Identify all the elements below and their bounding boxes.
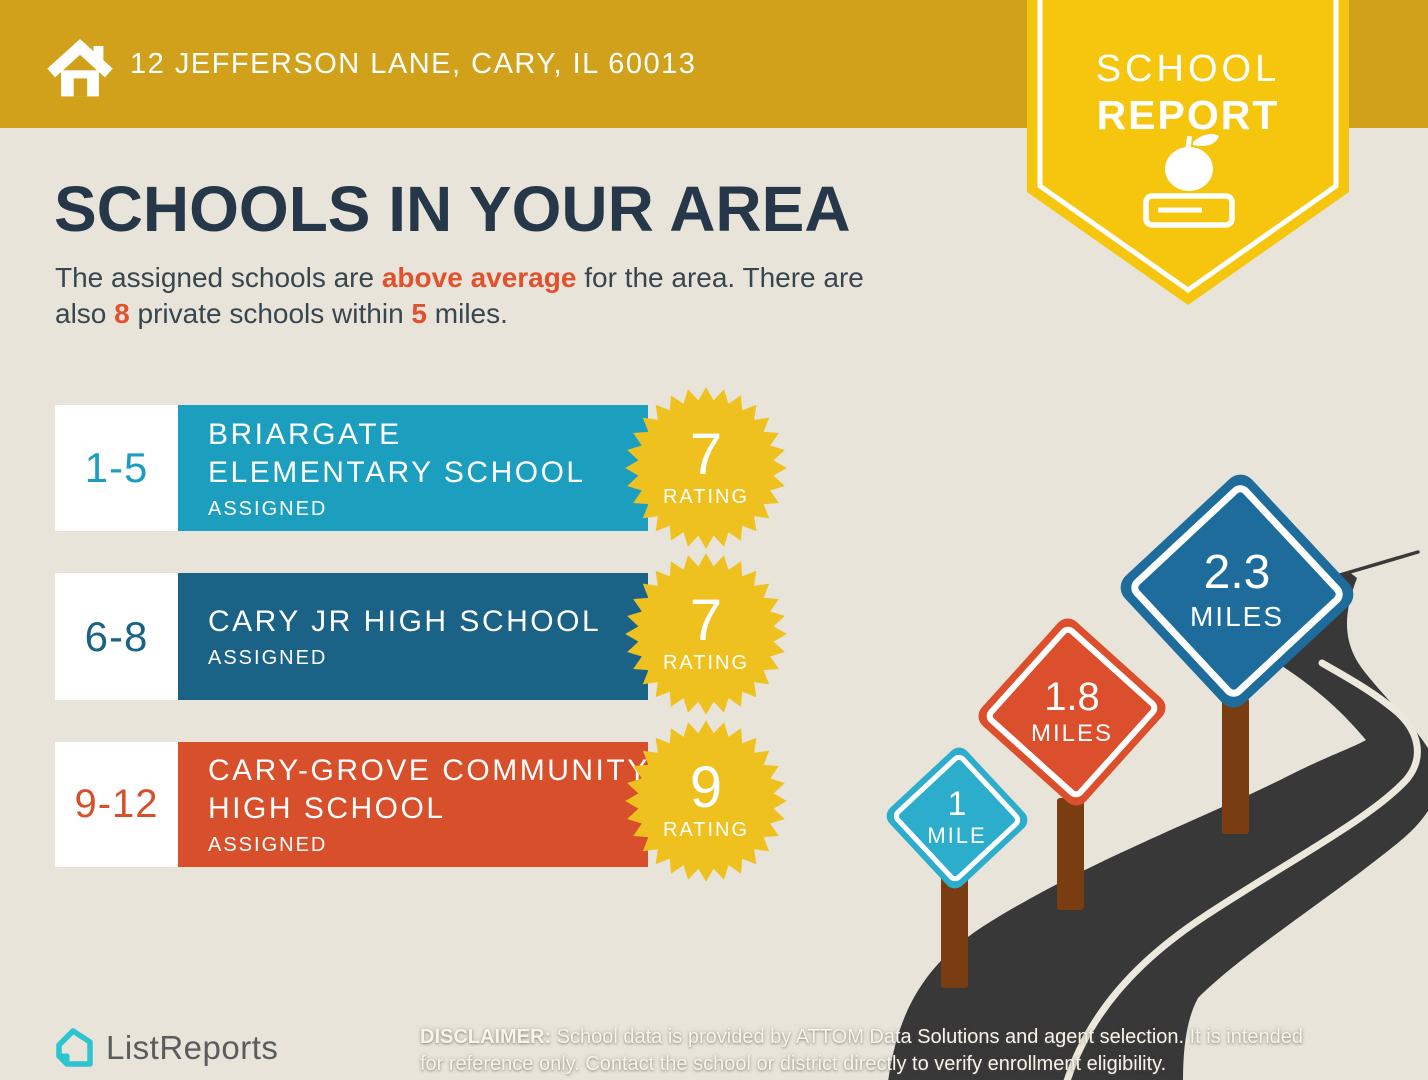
grade-range-box: 1-5 xyxy=(55,405,178,531)
property-address: 12 JEFFERSON LANE, CARY, IL 60013 xyxy=(130,47,697,80)
school-bar: CARY-GROVE COMMUNITY HIGH SCHOOL ASSIGNE… xyxy=(178,742,648,867)
school-row-high-school: 9-12 CARY-GROVE COMMUNITY HIGH SCHOOL AS… xyxy=(0,720,1428,882)
subtitle-highlight: above average xyxy=(381,262,577,293)
listreports-logo-icon xyxy=(56,1028,93,1067)
grade-range-box: 9-12 xyxy=(55,742,178,867)
rating-value: 7 xyxy=(689,588,723,653)
school-name-line1: CARY JR HIGH SCHOOL xyxy=(208,605,602,638)
sign-label-group: 1.8 MILES xyxy=(1002,642,1142,782)
distance-unit: MILES xyxy=(1189,601,1285,632)
school-status: ASSIGNED xyxy=(208,497,328,520)
private-school-count: 8 xyxy=(114,298,130,329)
school-name-line1: CARY-GROVE COMMUNITY xyxy=(208,754,650,787)
grade-range: 6-8 xyxy=(84,612,149,660)
listreports-brand: ListReports xyxy=(50,1022,278,1074)
rating-caption: RATING xyxy=(662,819,750,841)
school-name-line1: BRIARGATE xyxy=(208,417,402,451)
subtitle-text: The assigned schools are xyxy=(55,262,382,293)
grade-range: 9-12 xyxy=(74,782,159,826)
rating-badge: 9 RATING xyxy=(622,717,790,885)
school-status: ASSIGNED xyxy=(208,647,328,669)
badge-title-line2: REPORT xyxy=(1096,92,1280,138)
distance-value: 1.8 xyxy=(1044,674,1100,719)
home-icon xyxy=(47,39,113,97)
rating-caption: RATING xyxy=(662,652,750,674)
school-row-junior-high: 6-8 CARY JR HIGH SCHOOL ASSIGNED 7 RATIN… xyxy=(0,553,1428,715)
school-bar: BRIARGATE ELEMENTARY SCHOOL ASSIGNED xyxy=(178,405,648,531)
page-subtitle: The assigned schools are above average f… xyxy=(55,260,1035,332)
distance-unit: MILES xyxy=(1030,719,1114,747)
school-name-line2: HIGH SCHOOL xyxy=(208,792,446,825)
badge-title-line1: SCHOOL xyxy=(1095,48,1281,90)
sign-label-group: 2.3 MILES xyxy=(1150,504,1324,678)
rating-label-group: 7 RATING xyxy=(622,384,790,552)
subtitle-text: also xyxy=(55,298,115,329)
rating-starburst-icon xyxy=(625,387,787,549)
brand-name: ListReports xyxy=(106,1029,279,1066)
rating-starburst-icon xyxy=(625,553,787,715)
grade-range: 1-5 xyxy=(84,444,149,491)
distance-value: 1 xyxy=(947,785,967,823)
radius-miles: 5 xyxy=(411,298,427,329)
distance-sign-2-3-miles: 2.3 MILES xyxy=(1114,468,1360,714)
distance-sign-1-mile: 1 MILE xyxy=(882,743,1032,893)
rating-badge: 7 RATING xyxy=(622,550,790,718)
disclaimer-line1: School data is provided by ATTOM Data So… xyxy=(551,1026,1304,1048)
school-bar: CARY JR HIGH SCHOOL ASSIGNED xyxy=(178,573,648,700)
grade-range-box: 6-8 xyxy=(55,573,178,700)
subtitle-text: miles. xyxy=(427,298,508,329)
rating-label-group: 9 RATING xyxy=(622,717,790,885)
rating-label-group: 7 RATING xyxy=(622,550,790,718)
apple-book-icon xyxy=(1143,134,1235,228)
disclaimer-label: DISCLAIMER: xyxy=(420,1026,552,1048)
subtitle-text: for the area. There are xyxy=(576,262,864,293)
distance-sign-1-8-miles: 1.8 MILES xyxy=(973,613,1171,811)
rating-value: 7 xyxy=(689,422,723,487)
sign-label-group: 1 MILE xyxy=(904,765,1010,871)
distance-unit: MILE xyxy=(927,823,987,848)
rating-value: 9 xyxy=(689,755,723,820)
rating-badge: 7 RATING xyxy=(622,384,790,552)
page-title: SCHOOLS IN YOUR AREA xyxy=(54,173,851,245)
distance-value: 2.3 xyxy=(1203,546,1271,599)
rating-caption: RATING xyxy=(662,486,750,508)
rating-starburst-icon xyxy=(625,720,787,882)
school-name-line2: ELEMENTARY SCHOOL xyxy=(208,455,586,489)
subtitle-text: private schools within xyxy=(129,298,412,329)
disclaimer-text: DISCLAIMER: School data is provided by A… xyxy=(420,1024,1380,1078)
school-row-elementary: 1-5 BRIARGATE ELEMENTARY SCHOOL ASSIGNED… xyxy=(0,387,1428,549)
disclaimer-line2: for reference only. Contact the school o… xyxy=(420,1053,1167,1075)
school-status: ASSIGNED xyxy=(208,834,328,856)
